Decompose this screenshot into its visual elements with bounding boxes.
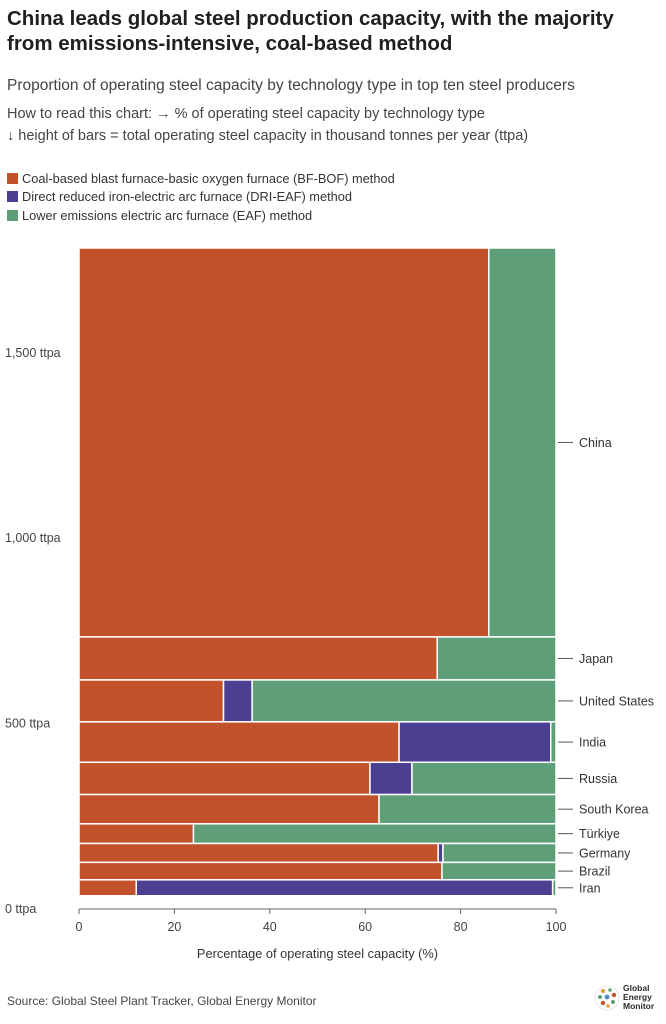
country-label-india: India xyxy=(579,736,606,750)
x-tick-label: 60 xyxy=(358,920,372,934)
chart-subtitle: Proportion of operating steel capacity b… xyxy=(7,77,575,94)
marimekko-chart: 0 ttpa 500 ttpa 1,000 ttpa 1,500 ttpa China J… xyxy=(5,247,654,961)
bar-segment-brazil-bf-bof xyxy=(78,861,443,881)
country-label-united-states: United States xyxy=(579,694,654,708)
bar-segment-germany-bf-bof xyxy=(78,842,439,864)
source-note: Source: Global Steel Plant Tracker, Glob… xyxy=(7,994,317,1008)
x-axis-label: Percentage of operating steel capacity (… xyxy=(197,946,438,961)
legend-label-dri-eaf: Direct reduced iron-electric arc furnace… xyxy=(22,189,352,205)
bar-segment-brazil-eaf xyxy=(441,861,557,881)
x-tick-label: 40 xyxy=(263,920,277,934)
bar-segment-united-states-bf-bof xyxy=(78,679,225,723)
y-tick-label: 0 ttpa xyxy=(5,902,36,916)
country-label-south-korea: South Korea xyxy=(579,803,649,817)
x-tick-label: 80 xyxy=(454,920,468,934)
bar-segment-india-bf-bof xyxy=(78,721,400,764)
chart-legend: Coal-based blast furnace-basic oxygen fu… xyxy=(7,169,395,225)
legend-label-eaf: Lower emissions electric arc furnace (EA… xyxy=(22,207,313,223)
logo-text: Global Energy Monitor xyxy=(623,984,654,1011)
legend-swatch-dri-eaf xyxy=(7,191,18,203)
bar-segment-japan-eaf xyxy=(436,636,557,681)
how-to-read-line-1: How to read this chart: → % of operating… xyxy=(7,106,485,122)
logo-line-1: Global xyxy=(623,983,650,993)
x-tick-label: 0 xyxy=(76,920,83,934)
logo-line-3: Monitor xyxy=(623,1001,655,1011)
y-tick-label: 500 ttpa xyxy=(5,717,50,731)
bar-segment-china-eaf xyxy=(487,247,557,638)
country-label-brazil: Brazil xyxy=(579,865,610,879)
legend-swatch-bf-bof xyxy=(7,172,18,184)
country-label-iran: Iran xyxy=(579,881,601,895)
country-label-russia: Russia xyxy=(579,772,617,786)
bar-segment-japan-bf-bof xyxy=(78,636,438,681)
bar-segment-south-korea-bf-bof xyxy=(78,793,380,825)
country-label-germany: Germany xyxy=(579,846,631,860)
legend-item-bf-bof: Coal-based blast furnace-basic oxygen fu… xyxy=(7,169,395,188)
legend-item-dri-eaf: Direct reduced iron-electric arc furnace… xyxy=(7,188,395,207)
chart-title: China leads global steel production capa… xyxy=(7,7,614,55)
bar-segment-russia-dri-eaf xyxy=(369,761,413,796)
bar-segment-iran-bf-bof xyxy=(78,879,137,897)
how-to-read-line-2: ↓ height of bars = total operating steel… xyxy=(7,128,529,144)
y-tick-label: 1,500 ttpa xyxy=(5,346,61,360)
bar-segment-iran-dri-eaf xyxy=(135,879,554,897)
bar-segment-south-korea-eaf xyxy=(378,793,557,825)
bar-segment-russia-eaf xyxy=(411,761,557,796)
logo-line-2: Energy xyxy=(623,992,652,1002)
y-tick-label: 1,000 ttpa xyxy=(5,531,61,545)
globe-icon xyxy=(594,985,620,1010)
x-tick-label: 100 xyxy=(546,920,567,934)
bar-segment-united-states-dri-eaf xyxy=(222,679,253,723)
legend-swatch-eaf xyxy=(7,209,18,221)
bar-segment-germany-eaf xyxy=(442,842,557,864)
bar-segment-united-states-eaf xyxy=(251,679,557,723)
x-tick-label: 20 xyxy=(167,920,181,934)
bar-segment-china-bf-bof xyxy=(78,247,490,638)
bar-segment-india-dri-eaf xyxy=(398,721,552,764)
bar-segment-russia-bf-bof xyxy=(78,761,371,796)
gem-logo: Global Energy Monitor xyxy=(594,984,654,1011)
bar-segment-turkiye-eaf xyxy=(192,823,557,845)
legend-item-eaf: Lower emissions electric arc furnace (EA… xyxy=(7,206,395,225)
bar-segment-iran-eaf xyxy=(551,879,557,897)
country-label-china: China xyxy=(579,436,612,450)
country-label-japan: Japan xyxy=(579,652,613,666)
bar-segment-india-eaf xyxy=(550,721,557,764)
country-label-turkiye: Türkiye xyxy=(579,827,620,841)
legend-label-bf-bof: Coal-based blast furnace-basic oxygen fu… xyxy=(22,170,395,186)
bar-segment-turkiye-bf-bof xyxy=(78,823,195,845)
